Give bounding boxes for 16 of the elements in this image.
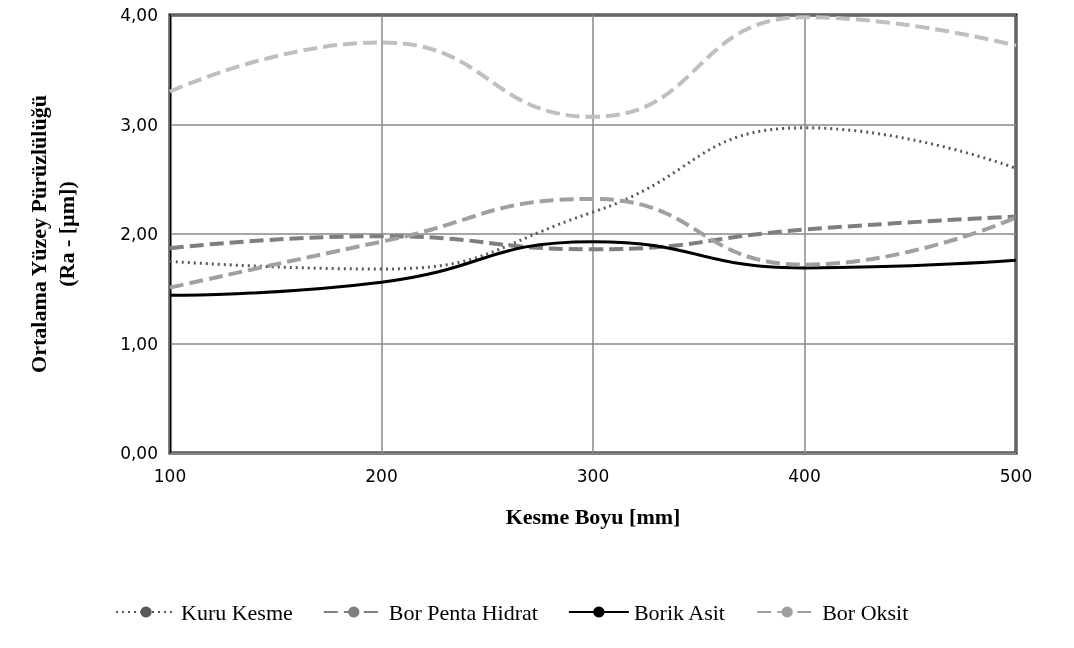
x-tick-label: 100 xyxy=(153,465,187,486)
legend-label: Kuru Kesme xyxy=(181,599,293,625)
legend-label: Borik Asit xyxy=(633,599,725,625)
legend-label: Bor Penta Hidrat xyxy=(388,599,538,625)
x-tick-label: 500 xyxy=(999,465,1033,486)
y-axis-title: Ortalama Yüzey Pürüzlülüğü (Ra - [µm]) xyxy=(25,95,79,373)
x-tick-label: 200 xyxy=(365,465,398,486)
legend-label: Bor Oksit xyxy=(822,599,909,625)
x-tick-label: 300 xyxy=(576,465,610,486)
x-tick-label: 400 xyxy=(788,465,821,486)
y-tick-label: 0,00 xyxy=(120,443,158,463)
y-tick-label: 4,00 xyxy=(120,5,158,25)
x-axis-title: Kesme Boyu [mm] xyxy=(505,503,681,529)
y-tick-label: 1,00 xyxy=(120,333,158,354)
y-tick-label: 2,00 xyxy=(120,224,158,244)
y-tick-label: 3,00 xyxy=(120,114,158,135)
